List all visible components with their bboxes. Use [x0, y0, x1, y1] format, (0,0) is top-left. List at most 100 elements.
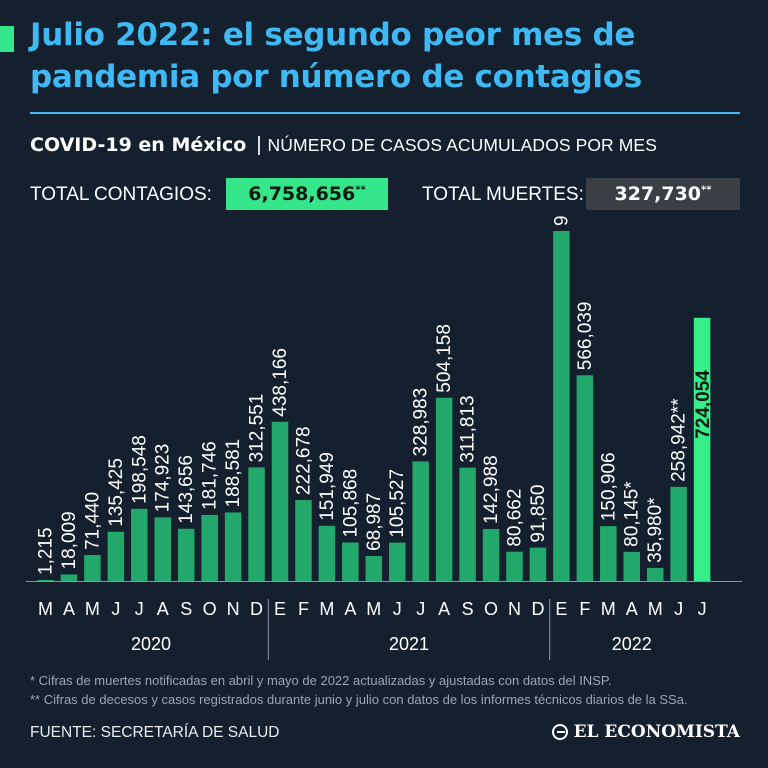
total-deaths-mark: **	[701, 184, 712, 196]
year-label: 2021	[389, 634, 429, 654]
bar	[529, 547, 547, 581]
total-cases-label: TOTAL CONTAGIOS:	[30, 184, 212, 205]
month-label: M	[366, 599, 381, 619]
footnote-1: * Cifras de muertes notificadas en abril…	[30, 673, 612, 688]
value-label: 962,867	[551, 215, 572, 226]
month-label: M	[38, 599, 53, 619]
month-label: J	[416, 599, 425, 619]
source-credit: FUENTE: SECRETARÍA DE SALUD	[30, 724, 280, 741]
bar	[553, 231, 570, 581]
month-label: E	[274, 599, 286, 619]
month-label: J	[135, 599, 144, 619]
value-label: 80,145*	[622, 481, 643, 547]
month-label: M	[648, 599, 663, 619]
month-label: A	[157, 599, 169, 619]
month-label: M	[85, 599, 100, 619]
bar	[295, 500, 312, 581]
bar	[154, 517, 171, 581]
value-label: 151,949	[317, 452, 338, 521]
value-label: 35,980*	[645, 497, 666, 563]
month-label: S	[180, 599, 192, 619]
brand-logo: EL ECONOMISTA	[551, 722, 740, 742]
value-label: 724,054	[693, 370, 714, 439]
bar	[224, 512, 242, 581]
value-label: 68,987	[364, 493, 385, 551]
month-label: D	[250, 599, 263, 619]
value-label: 143,656	[176, 455, 197, 524]
total-cases-mark: **	[355, 184, 366, 196]
value-label: 135,425	[106, 458, 127, 527]
bar	[342, 542, 359, 581]
bar	[482, 529, 500, 581]
value-label: 188,581	[223, 439, 244, 508]
value-label: 105,527	[387, 469, 408, 538]
month-label: J	[698, 599, 707, 619]
value-label: 150,906	[598, 452, 619, 521]
month-label: E	[555, 599, 567, 619]
value-label: 174,923	[153, 444, 174, 513]
month-label: N	[508, 599, 521, 619]
value-label: 1,215	[36, 527, 57, 575]
month-label: N	[227, 599, 240, 619]
month-label: M	[601, 599, 616, 619]
value-label: 18,009	[59, 511, 80, 569]
chart-subtitle: COVID-19 en México | NÚMERO DE CASOS ACUMU…	[30, 134, 657, 157]
month-label: F	[579, 599, 590, 619]
month-label: A	[63, 599, 75, 619]
year-label: 2022	[612, 634, 652, 654]
month-label: J	[674, 599, 683, 619]
bar	[365, 555, 383, 581]
month-label: S	[462, 599, 474, 619]
bar	[177, 528, 195, 581]
value-label: 181,746	[200, 441, 221, 510]
month-label: J	[111, 599, 120, 619]
value-label: 312,551	[247, 394, 268, 463]
total-cases-value: 6,758,656	[248, 183, 356, 205]
bar	[670, 486, 687, 581]
month-label: D	[531, 599, 544, 619]
value-label: 105,868	[340, 469, 361, 538]
total-deaths-label: TOTAL MUERTES:	[422, 184, 584, 205]
month-label: M	[319, 599, 334, 619]
subtitle-description: NÚMERO DE CASOS ACUMULADOS POR MES	[267, 135, 657, 155]
subtitle-separator: |	[256, 134, 262, 156]
value-label: 71,440	[82, 492, 103, 550]
value-label: 198,548	[129, 435, 150, 504]
bar	[60, 574, 78, 581]
bar	[107, 531, 125, 581]
month-label: O	[203, 599, 217, 619]
value-label: 504,158	[434, 324, 455, 393]
value-label: 142,988	[481, 455, 502, 524]
bar	[389, 542, 406, 581]
brand-name: EL ECONOMISTA	[573, 722, 740, 742]
bar-chart: 1,215 M 18,009 A 71,440 M 135,425 J 198,548 J 174,…	[26, 215, 742, 660]
bar	[248, 467, 265, 581]
bar	[459, 467, 476, 581]
bar	[37, 580, 54, 581]
value-label: 438,166	[270, 348, 291, 417]
value-label: 328,983	[411, 388, 432, 457]
value-label: 311,813	[458, 395, 479, 462]
month-label: O	[484, 599, 498, 619]
brand-icon	[551, 724, 568, 740]
month-label: F	[298, 599, 309, 619]
bar	[318, 525, 336, 581]
month-label: A	[626, 599, 638, 619]
bar	[84, 555, 101, 581]
bar	[576, 375, 594, 581]
total-deaths-badge: 327,730**	[586, 178, 740, 210]
title-divider	[30, 112, 740, 114]
value-label: 566,039	[575, 302, 596, 371]
month-label: J	[393, 599, 402, 619]
footnote-2: ** Cifras de decesos y casos registrados…	[30, 692, 688, 707]
value-label: 222,678	[293, 426, 314, 495]
value-label: 258,942**	[669, 398, 690, 482]
bar	[201, 514, 218, 581]
bar	[271, 421, 289, 581]
total-deaths-value: 327,730	[614, 183, 702, 205]
bar	[412, 461, 429, 581]
page-title: Julio 2022: el segundo peor mes de pande…	[30, 17, 642, 95]
value-label: 80,662	[505, 489, 526, 547]
bar	[646, 567, 664, 581]
bar	[623, 551, 640, 581]
